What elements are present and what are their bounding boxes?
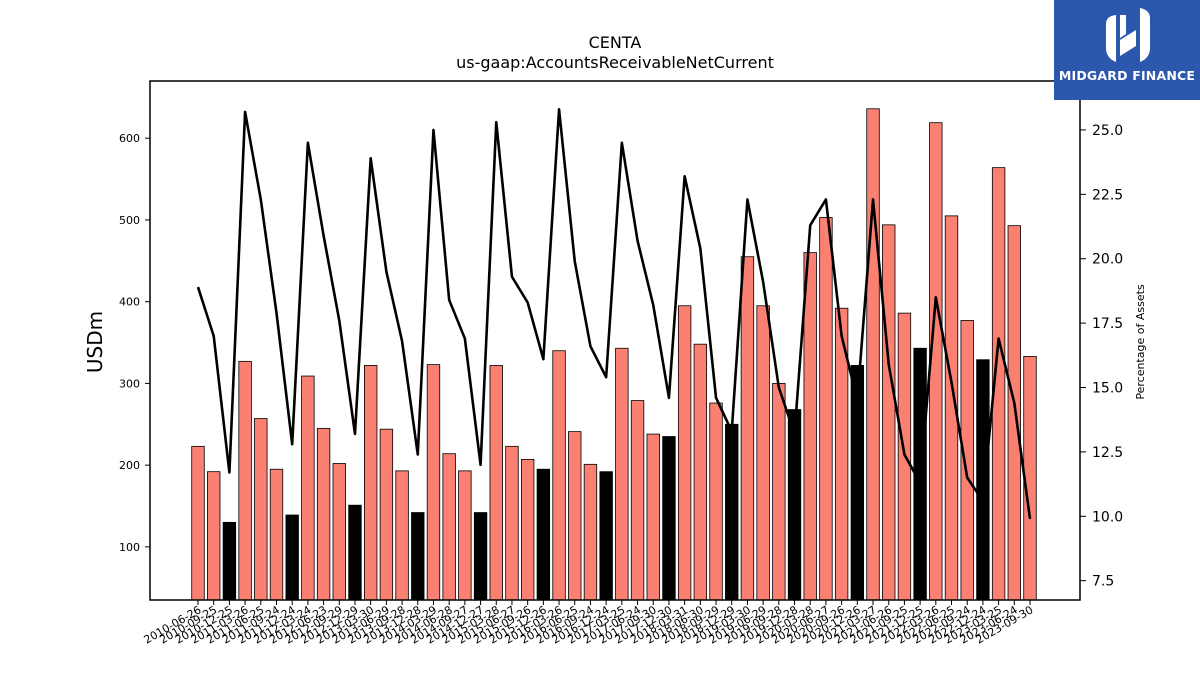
y2-tick-label-4: 17.5 — [1092, 316, 1123, 332]
y2-tick-label-7: 25.0 — [1092, 123, 1123, 139]
right-axis: 7.5 10.0 12.5 15.0 17.5 20.0 22.5 25.0 — [1080, 123, 1123, 590]
bar-36 — [756, 305, 770, 601]
line-group — [196, 108, 1032, 520]
midgard-logo-icon — [1106, 8, 1150, 62]
left-axis: 100 200 300 400 500 600 — [119, 132, 150, 554]
bar-12 — [379, 428, 394, 601]
y2-tick-label-5: 20.0 — [1092, 252, 1123, 268]
bar-24 — [568, 431, 582, 601]
y-tick-label-2: 300 — [119, 377, 140, 390]
bar-14 — [411, 512, 425, 601]
bar-8 — [316, 427, 331, 601]
bar-37 — [772, 383, 786, 601]
bar-43 — [866, 108, 880, 601]
bar-15 — [426, 364, 441, 601]
bar-18 — [473, 512, 488, 601]
bar-34 — [725, 423, 739, 601]
bar-35 — [740, 256, 755, 601]
bar-32 — [693, 343, 708, 601]
bar-11 — [363, 365, 378, 601]
bar-21 — [520, 459, 535, 601]
bar-13 — [395, 470, 409, 601]
y-tick-label-1: 200 — [119, 459, 140, 472]
chart-subtitle: us-gaap:AccountsReceivableNetCurrent — [456, 53, 774, 72]
bar-3 — [238, 360, 252, 601]
bar-52 — [1007, 225, 1021, 601]
bar-33 — [709, 402, 723, 601]
bar-30 — [662, 436, 676, 601]
plot-frame — [149, 80, 1081, 601]
bar-38 — [787, 409, 802, 601]
bar-4 — [254, 418, 268, 601]
y-tick-label-0: 100 — [119, 541, 140, 554]
bar-6 — [285, 514, 299, 601]
y-axis-label: USDm — [83, 311, 107, 373]
bar-23 — [552, 350, 566, 601]
brand-logo: MIDGARD FINANCE — [1054, 0, 1200, 100]
bar-39 — [803, 252, 817, 601]
bar-26 — [599, 471, 613, 601]
bar-28 — [630, 400, 645, 601]
bar-49 — [960, 320, 974, 601]
y-tick-label-5: 600 — [119, 132, 140, 145]
bar-27 — [615, 347, 629, 601]
bar-50 — [976, 359, 990, 601]
bar-44 — [882, 224, 896, 601]
y-tick-label-4: 500 — [119, 214, 140, 227]
y2-tick-label-0: 7.5 — [1092, 574, 1114, 590]
y2-tick-label-3: 15.0 — [1092, 381, 1123, 397]
percentage-line — [196, 108, 1032, 520]
bar-10 — [348, 504, 362, 601]
bar-17 — [458, 470, 472, 601]
bar-2 — [222, 521, 237, 601]
bar-9 — [332, 463, 346, 601]
bar-16 — [442, 453, 456, 601]
y2-axis-label: Percentage of Assets — [1134, 284, 1147, 400]
bar-25 — [583, 463, 598, 601]
bar-19 — [489, 365, 503, 601]
bottom-axis: 2010-06-262010-09-252010-12-252011-03-26… — [142, 600, 1036, 647]
bar-31 — [677, 305, 692, 601]
bar-20 — [505, 445, 519, 601]
bars-group — [191, 108, 1037, 601]
bar-7 — [301, 375, 315, 601]
y2-tick-label-6: 22.5 — [1092, 187, 1123, 203]
y-tick-label-3: 400 — [119, 296, 140, 309]
bar-40 — [819, 217, 833, 601]
bar-22 — [536, 468, 551, 601]
bar-29 — [646, 433, 660, 601]
chart-title: CENTA — [589, 33, 642, 52]
bar-1 — [207, 471, 221, 601]
bar-0 — [191, 445, 205, 601]
brand-name: MIDGARD FINANCE — [1058, 68, 1196, 83]
bar-5 — [269, 468, 284, 601]
y2-tick-label-1: 10.0 — [1092, 509, 1123, 525]
y2-tick-label-2: 12.5 — [1092, 445, 1123, 461]
